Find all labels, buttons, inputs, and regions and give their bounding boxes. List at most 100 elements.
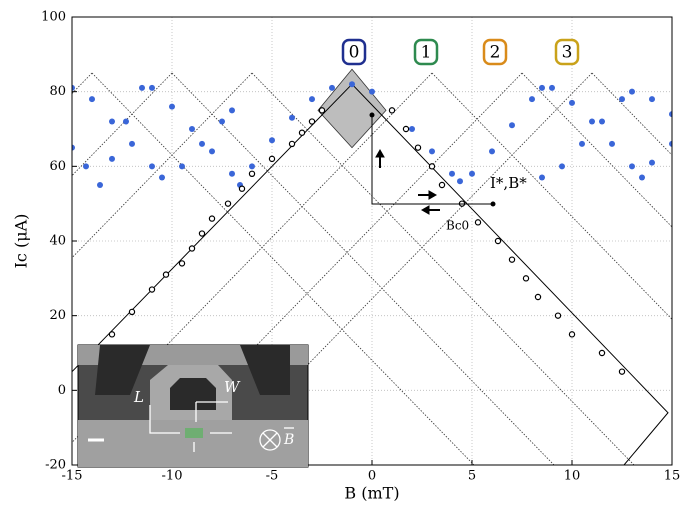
y-tick-label: 60 [49,159,66,174]
data-point [429,164,434,169]
data-point [179,261,184,266]
data-point [409,126,415,132]
data-point [209,216,214,221]
x-axis-label: B (mT) [344,484,399,503]
data-point [249,171,254,176]
guide-line [252,73,634,465]
data-point [225,201,230,206]
data-point [539,85,545,91]
inset: L W B [78,345,308,467]
data-point [329,85,335,91]
data-point [89,96,95,102]
data-point [123,119,129,125]
data-point [619,96,625,102]
data-point [83,163,89,169]
data-point [319,108,324,113]
data-point [619,369,624,374]
data-point [129,309,134,314]
data-point [649,96,655,102]
data-point [109,332,114,337]
data-point [269,137,275,143]
data-point [469,171,475,177]
data-point [649,160,655,166]
data-point [219,119,225,125]
x-tick-label: 0 [368,469,376,484]
data-point [163,272,168,277]
y-tick-label: 40 [49,234,66,249]
data-point [559,163,565,169]
data-point [457,178,463,184]
data-point [129,141,135,147]
data-point [249,163,255,169]
y-tick-label: 80 [49,84,66,99]
guide-line [522,73,684,465]
data-point [229,171,235,177]
x-tick-label: 5 [468,469,476,484]
badge-label: 2 [490,43,501,63]
data-point [169,104,175,110]
data-point [289,115,295,121]
data-point [535,294,540,299]
data-point [229,107,235,113]
data-point [589,119,595,125]
data-point [609,141,615,147]
badge-label: 1 [421,43,432,63]
data-point [629,163,635,169]
data-point [549,85,555,91]
data-point [149,163,155,169]
data-point [209,148,215,154]
data-point [629,89,635,95]
data-point [97,182,103,188]
data-point [555,313,560,318]
data-point [639,175,645,181]
data-point [539,175,545,181]
guide-line [432,73,684,465]
data-point [529,96,535,102]
y-tick-label: 0 [58,383,66,398]
data-point [569,100,575,106]
data-point [509,257,514,262]
data-point [449,171,455,177]
data-point [239,186,244,191]
chart: -15-10-5051015-20020406080100 I*,B* Bc0 … [0,0,684,503]
data-point [389,108,394,113]
inset-label: W [224,378,241,396]
data-point [149,85,155,91]
y-axis-label: Ic (μA) [12,214,31,269]
page: {"chart_data": { "type": "scatter", "xla… [0,0,684,507]
data-point [369,89,375,95]
y-tick-label: 20 [49,308,66,323]
data-point [309,96,315,102]
y-tick-label: -20 [45,458,66,473]
data-point [309,119,314,124]
data-point [269,156,274,161]
badge-label: 0 [349,43,360,63]
data-point [349,81,355,87]
annotation-text: I*,B* [490,174,527,192]
badges: 0 1 2 3 [343,40,578,64]
data-point [429,148,435,154]
badge-label: 3 [562,43,573,63]
data-point [179,163,185,169]
data-point [109,156,115,162]
data-point [523,276,528,281]
x-tick-label: -10 [162,469,183,484]
data-point [159,175,165,181]
data-point [109,119,115,125]
data-point [189,246,194,251]
data-point [475,220,480,225]
data-point [299,130,304,135]
data-point [189,126,195,132]
inset-label: L [133,388,144,406]
data-point [599,119,605,125]
data-point [199,141,205,147]
guide-line [592,73,684,465]
data-point [495,238,500,243]
data-point [149,287,154,292]
x-tick-label: 10 [564,469,581,484]
data-point [489,148,495,154]
data-point [415,145,420,150]
x-tick-label: -5 [266,469,279,484]
data-point [403,126,408,131]
data-point [509,122,515,128]
